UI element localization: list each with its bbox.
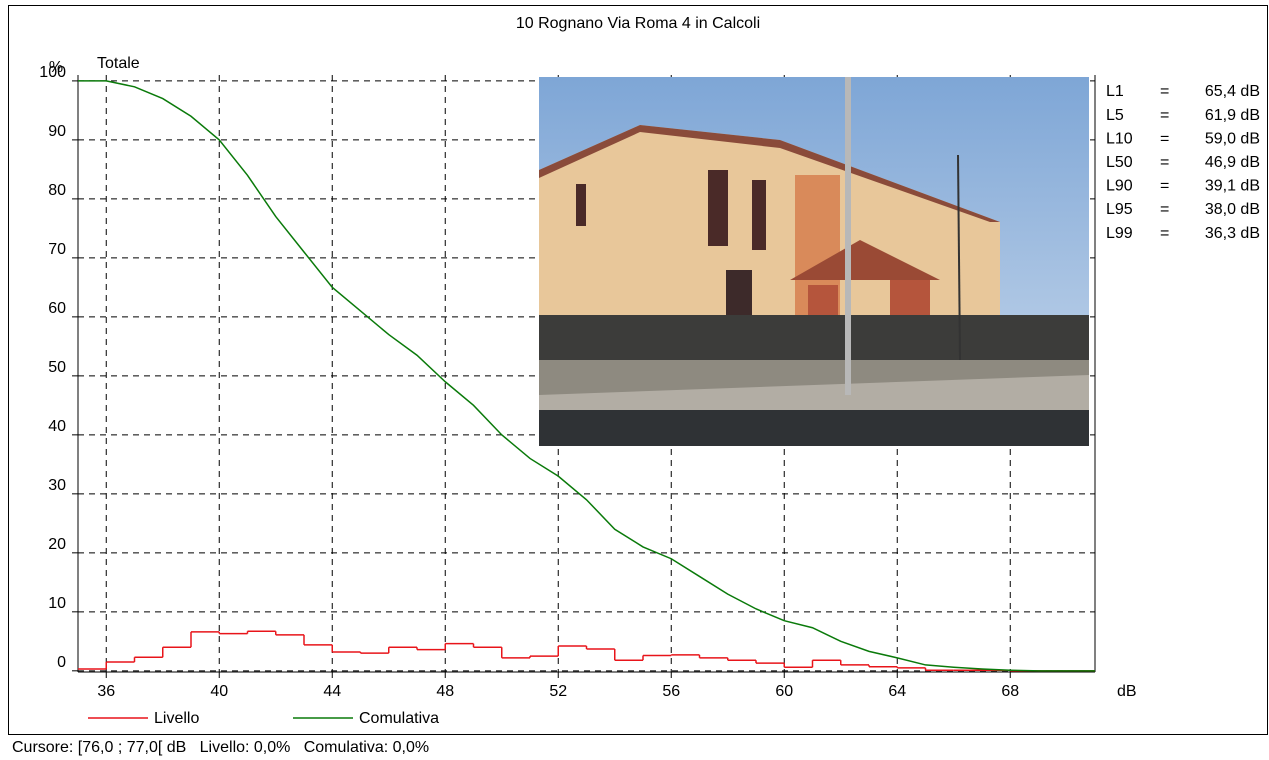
y-tick-label: 10	[48, 595, 66, 612]
y-tick-label: 90	[48, 123, 66, 140]
y-tick-label: 70	[48, 241, 66, 258]
cursor-info: Cursore: [76,0 ; 77,0[ dB Livello: 0,0% …	[12, 739, 429, 756]
legend: Livello Comulativa	[88, 710, 439, 727]
stat-label: L5	[1106, 107, 1124, 124]
frame	[8, 5, 1268, 735]
stat-sep: =	[1160, 83, 1169, 100]
y-tick-label: 60	[48, 300, 66, 317]
stat-sep: =	[1160, 178, 1169, 195]
legend-label: Livello	[154, 710, 199, 727]
x-tick-label: 68	[1001, 683, 1019, 700]
y-tick-label: 100	[39, 64, 66, 81]
y-tick-label: 20	[48, 536, 66, 553]
stat-sep: =	[1160, 130, 1169, 147]
stat-value: 61,9 dB	[1205, 107, 1260, 124]
stats-panel: L1 = 65,4 dB L5 = 61,9 dB L10 = 59,0 dB L50 = 46,9 …	[1106, 83, 1260, 242]
stat-value: 38,0 dB	[1205, 201, 1260, 218]
chart-title: 10 Rognano Via Roma 4 in Calcoli	[516, 15, 760, 32]
y-tick-label: 0	[57, 654, 66, 671]
stat-label: L50	[1106, 154, 1133, 171]
y-tick-label: 80	[48, 182, 66, 199]
x-tick-label: 56	[662, 683, 680, 700]
stat-label: L95	[1106, 201, 1133, 218]
stat-value: 39,1 dB	[1205, 178, 1260, 195]
x-tick-label: 44	[323, 683, 341, 700]
site-photo	[539, 77, 1089, 446]
cumulative-line	[78, 80, 1095, 672]
x-tick-label: 36	[97, 683, 115, 700]
x-tick-label: 40	[210, 683, 228, 700]
x-tick-label: 60	[775, 683, 793, 700]
subtitle: Totale	[97, 55, 140, 72]
stat-label: L10	[1106, 130, 1133, 147]
x-tick-label: 52	[549, 683, 567, 700]
x-axis-label: dB	[1117, 683, 1137, 700]
plot-area	[77, 75, 1096, 673]
stat-value: 59,0 dB	[1205, 130, 1260, 147]
x-tick-label: 64	[888, 683, 906, 700]
y-tick-label: 40	[48, 418, 66, 435]
stat-label: L90	[1106, 178, 1133, 195]
legend-label: Comulativa	[359, 710, 439, 727]
stat-sep: =	[1160, 225, 1169, 242]
stat-value: 36,3 dB	[1205, 225, 1260, 242]
y-axis-label: %	[49, 59, 63, 76]
stat-sep: =	[1160, 107, 1169, 124]
x-tick-label: 48	[436, 683, 454, 700]
stat-label: L99	[1106, 225, 1133, 242]
y-tick-label: 50	[48, 359, 66, 376]
stat-label: L1	[1106, 83, 1124, 100]
stat-sep: =	[1160, 154, 1169, 171]
y-tick-label: 30	[48, 477, 66, 494]
stat-sep: =	[1160, 201, 1169, 218]
stat-value: 46,9 dB	[1205, 154, 1260, 171]
stat-value: 65,4 dB	[1205, 83, 1260, 100]
